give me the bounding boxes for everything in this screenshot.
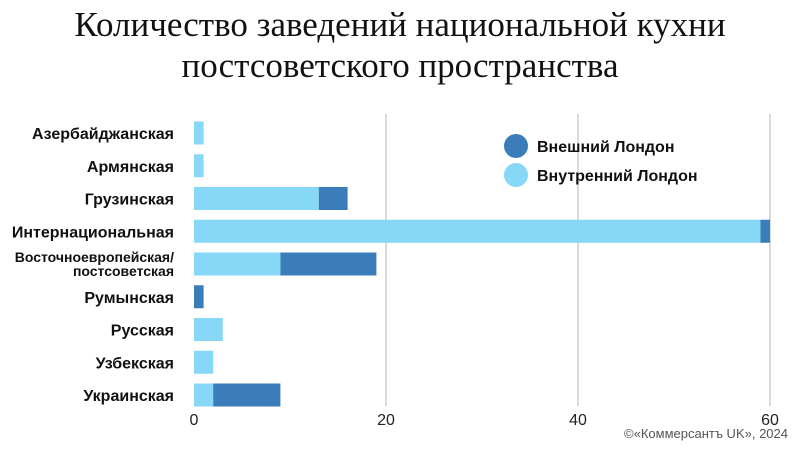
category-label-8: Украинская	[83, 388, 174, 405]
bar-inner-7	[194, 350, 214, 374]
x-tick-label-40: 40	[569, 412, 587, 429]
bar-inner-0	[194, 121, 204, 145]
category-label-6: Русская	[111, 323, 174, 340]
bar-outer-2	[318, 187, 348, 210]
bar-inner-3	[194, 219, 761, 243]
bar-outer-3	[760, 219, 770, 243]
bar-outer-5	[194, 285, 204, 309]
bar-inner-2	[194, 187, 319, 210]
chart-title: Количество заведений национальной кухни …	[0, 4, 800, 86]
copyright-credit: ©«Коммерсантъ UK», 2024	[624, 426, 788, 441]
category-label-1: Армянская	[87, 159, 174, 176]
category-label-0: Азербайджанская	[32, 126, 174, 143]
bar-outer-8	[213, 383, 281, 407]
legend-label-0: Внешний Лондон	[537, 139, 675, 156]
bar-inner-4	[194, 252, 281, 276]
x-tick-label-60: 60	[761, 412, 779, 429]
legend-swatch-0	[504, 134, 528, 158]
category-label-4: Восточноевропейская/постсоветская	[15, 249, 174, 279]
category-label-7: Узбекская	[96, 355, 174, 372]
legend-swatch-1	[504, 163, 528, 187]
category-label-3: Интернациональная	[12, 224, 174, 241]
category-label-line: постсоветская	[73, 263, 174, 279]
category-label-5: Румынская	[84, 290, 174, 307]
category-label-2: Грузинская	[85, 192, 174, 209]
chart-title-line-1: Количество заведений национальной кухни	[74, 5, 726, 44]
x-tick-label-20: 20	[377, 412, 395, 429]
category-label-line: Восточноевропейская/	[15, 249, 174, 265]
chart-title-line-2: постсоветского пространства	[181, 46, 619, 85]
legend-label-1: Внутренний Лондон	[537, 168, 698, 185]
bar-inner-8	[194, 383, 214, 407]
bar-outer-4	[280, 252, 377, 276]
bar-inner-1	[194, 154, 204, 178]
x-tick-label-0: 0	[190, 412, 199, 429]
bar-inner-6	[194, 318, 223, 341]
